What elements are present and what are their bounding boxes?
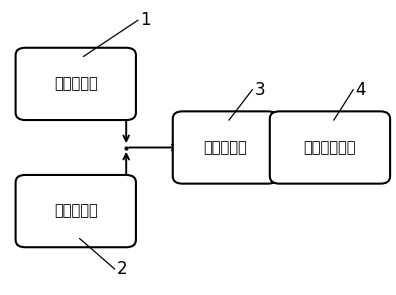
FancyBboxPatch shape (270, 112, 390, 183)
Text: 1: 1 (140, 11, 151, 29)
Text: 云服务平台: 云服务平台 (203, 140, 247, 155)
Text: 2: 2 (117, 260, 128, 278)
Text: 管道测厚仪: 管道测厚仪 (54, 76, 98, 91)
Text: 4: 4 (356, 81, 366, 99)
FancyBboxPatch shape (15, 175, 136, 247)
Text: 温度传感器: 温度传感器 (54, 204, 98, 219)
FancyBboxPatch shape (173, 112, 278, 183)
Text: 可视交互平台: 可视交互平台 (304, 140, 356, 155)
Text: 3: 3 (255, 81, 265, 99)
FancyBboxPatch shape (15, 48, 136, 120)
